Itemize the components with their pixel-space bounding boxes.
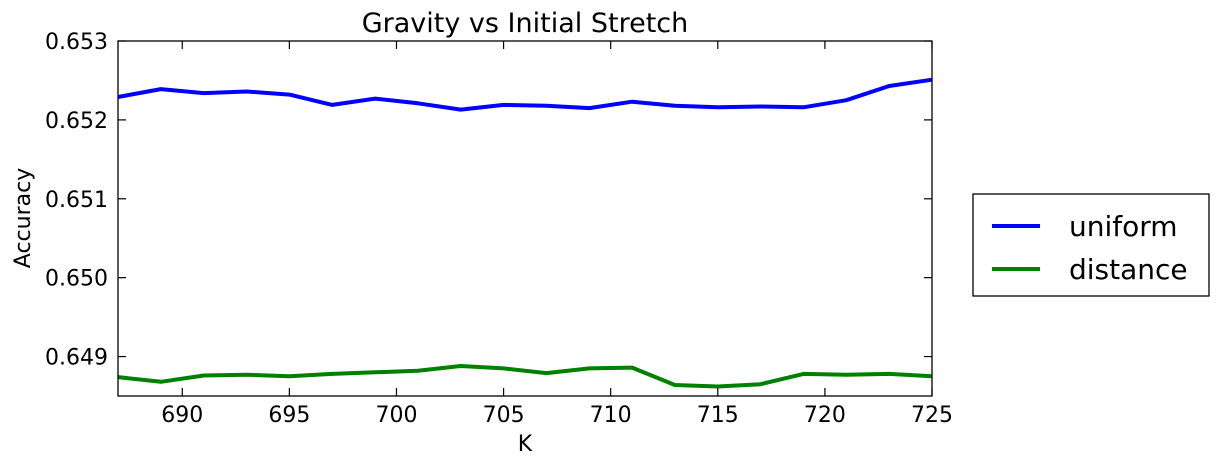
x-axis-label: K — [518, 432, 533, 457]
y-axis-label: Accuracy — [11, 168, 36, 268]
ticks-layer: 690 695 700 705 710 715 720 725 0.649 0.650 0.651 0… — [45, 30, 953, 428]
y-tick-label: 0.653 — [45, 30, 108, 55]
legend-label-0: uniform — [1069, 210, 1178, 243]
y-tick-label: 0.650 — [45, 267, 108, 292]
x-tick-label: 705 — [483, 403, 525, 428]
y-tick-label: 0.649 — [45, 346, 108, 371]
x-tick-label: 710 — [590, 403, 632, 428]
legend-entries: uniform distance — [992, 210, 1188, 286]
chart-title: Gravity vs Initial Stretch — [362, 8, 689, 39]
legend-frame — [972, 193, 1210, 297]
y-tick-label: 0.652 — [45, 109, 108, 134]
y-tick-label: 0.651 — [45, 188, 108, 213]
x-tick-label: 700 — [375, 403, 417, 428]
plot-frame — [117, 40, 933, 397]
x-tick-label: 690 — [161, 403, 203, 428]
x-tick-label: 725 — [911, 403, 953, 428]
series-line-1 — [117, 364, 933, 389]
legend: uniform distance — [972, 193, 1210, 297]
series-line-0 — [117, 77, 933, 112]
series-layer — [117, 77, 933, 389]
x-tick-label: 695 — [268, 403, 310, 428]
x-tick-label: 720 — [804, 403, 846, 428]
legend-label-1: distance — [1069, 253, 1188, 286]
x-tick-label: 715 — [697, 403, 739, 428]
